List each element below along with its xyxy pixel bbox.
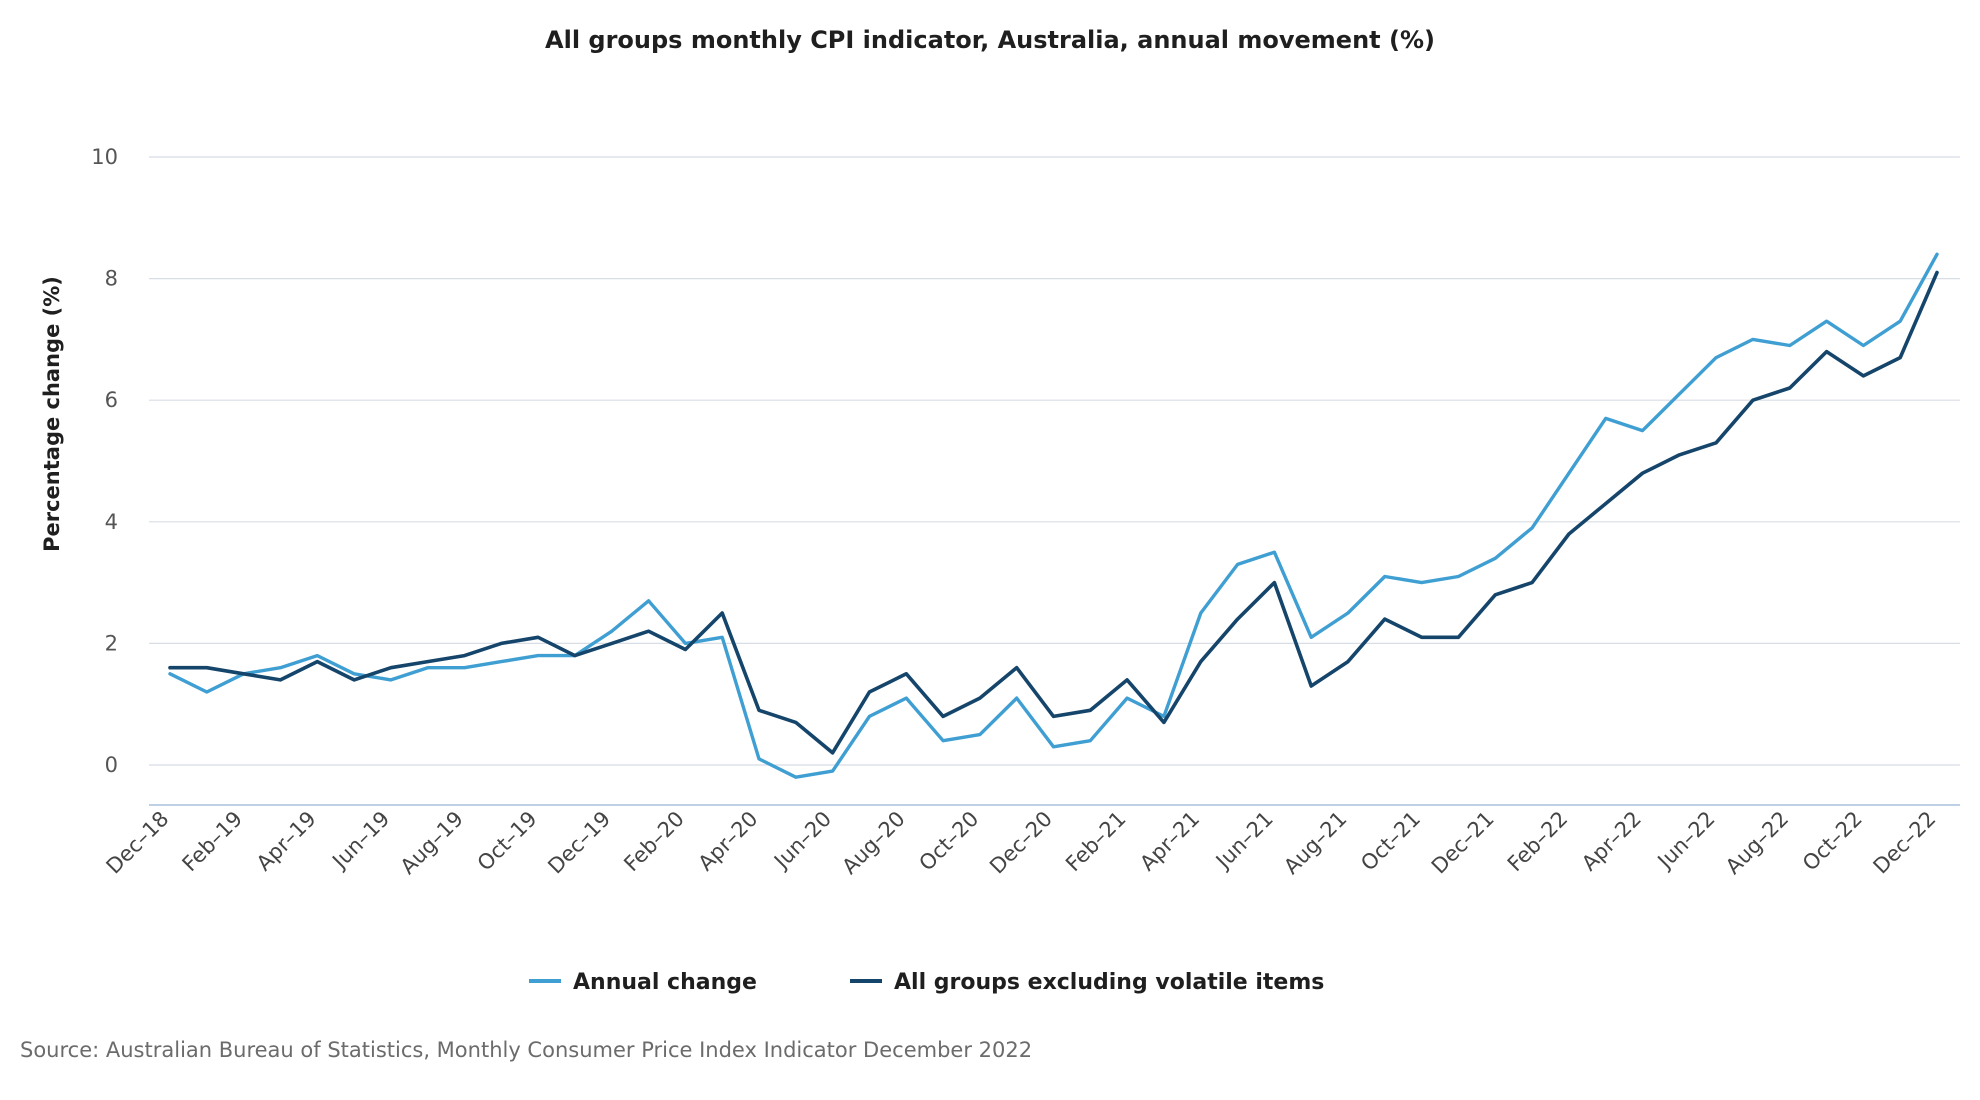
x-tick-label: Jun–21 bbox=[1210, 807, 1278, 875]
x-tick-label: Dec–20 bbox=[985, 807, 1057, 879]
chart-title: All groups monthly CPI indicator, Austra… bbox=[545, 26, 1435, 54]
x-tick-label: Dec–19 bbox=[543, 807, 615, 879]
x-tick-label: Apr–22 bbox=[1577, 807, 1646, 876]
x-tick-label: Feb–21 bbox=[1061, 807, 1131, 877]
x-tick-label: Jun–22 bbox=[1652, 807, 1720, 875]
x-tick-label: Aug–21 bbox=[1279, 807, 1351, 879]
legend-label-annual-change: Annual change bbox=[573, 970, 757, 995]
x-tick-label: Aug–22 bbox=[1721, 807, 1793, 879]
x-tick-label: Dec–21 bbox=[1427, 807, 1499, 879]
y-tick-label: 2 bbox=[105, 631, 118, 655]
legend-label-excluding-volatile: All groups excluding volatile items bbox=[894, 970, 1324, 995]
grid-lines bbox=[149, 156, 1960, 766]
series-line-annual-change[interactable] bbox=[168, 252, 1939, 779]
x-tick-label: Apr–20 bbox=[694, 807, 763, 876]
x-tick-label: Aug–20 bbox=[837, 807, 909, 879]
legend: Annual change All groups excluding volat… bbox=[529, 970, 1324, 995]
x-tick-label: Oct–21 bbox=[1356, 807, 1425, 876]
y-tick-label: 10 bbox=[91, 145, 118, 169]
x-tick-label: Dec–22 bbox=[1869, 807, 1941, 879]
x-tick-label: Feb–22 bbox=[1503, 807, 1573, 877]
x-tick-label: Aug–19 bbox=[396, 807, 468, 879]
y-tick-label: 8 bbox=[105, 267, 118, 291]
x-tick-label: Oct–20 bbox=[914, 807, 983, 876]
y-axis-label: Percentage change (%) bbox=[40, 276, 64, 552]
x-tick-label: Oct–22 bbox=[1798, 807, 1867, 876]
source-note: Source: Australian Bureau of Statistics,… bbox=[20, 1038, 1032, 1062]
y-axis-ticks: 0 2 4 6 8 10 bbox=[91, 145, 118, 777]
x-tick-label: Jun–19 bbox=[326, 807, 394, 875]
legend-item-excluding-volatile[interactable]: All groups excluding volatile items bbox=[850, 970, 1324, 995]
x-tick-label: Feb–19 bbox=[178, 807, 248, 877]
x-tick-label: Oct–19 bbox=[473, 807, 542, 876]
x-tick-label: Dec–18 bbox=[102, 807, 174, 879]
series-lines bbox=[168, 252, 1939, 779]
x-tick-label: Apr–19 bbox=[252, 807, 321, 876]
x-tick-label: Feb–20 bbox=[619, 807, 689, 877]
y-tick-label: 6 bbox=[105, 388, 118, 412]
y-tick-label: 4 bbox=[105, 510, 118, 534]
x-tick-label: Apr–21 bbox=[1135, 807, 1204, 876]
x-axis-ticks: Dec–18 Feb–19 Apr–19 Jun–19 Aug–19 Oct–19 Dec–… bbox=[102, 807, 1941, 879]
y-tick-label: 0 bbox=[105, 753, 118, 777]
x-tick-label: Jun–20 bbox=[768, 807, 836, 875]
series-line-excluding-volatile[interactable] bbox=[168, 270, 1939, 755]
legend-item-annual-change[interactable]: Annual change bbox=[529, 970, 757, 995]
